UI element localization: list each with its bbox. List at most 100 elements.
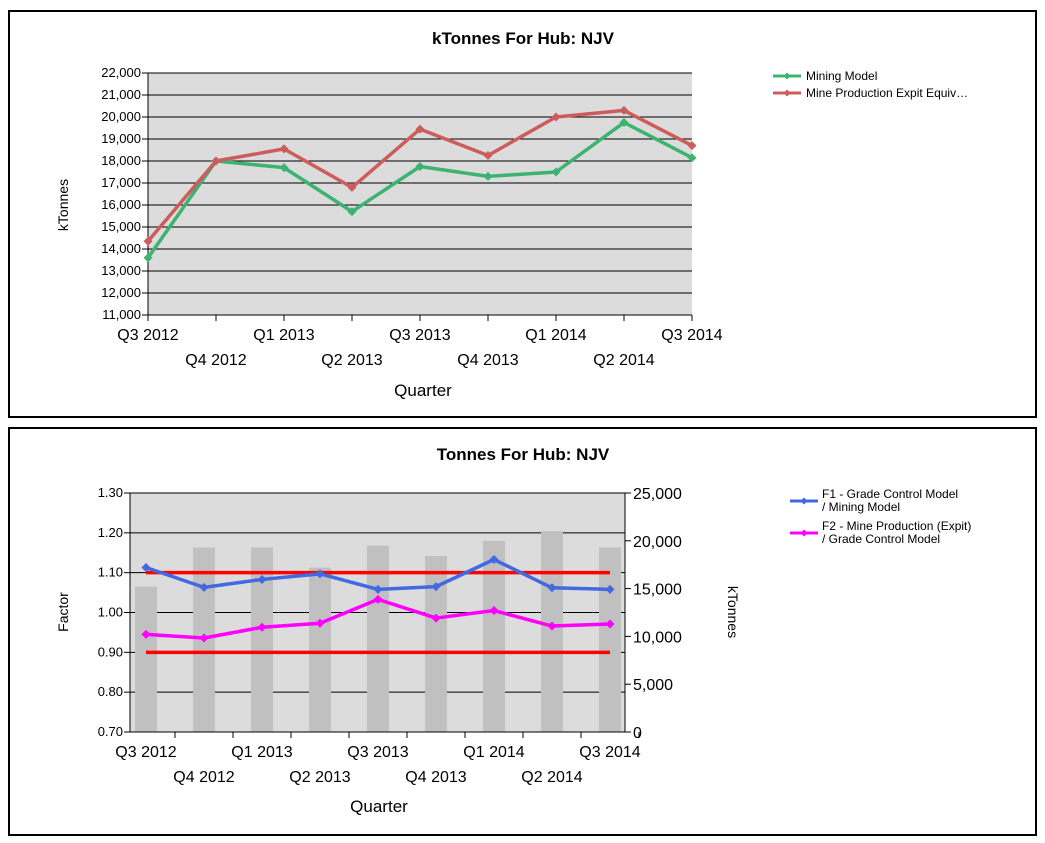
ktonnes-bar	[541, 531, 563, 732]
series-1-point	[315, 569, 325, 579]
series-1-point	[483, 171, 493, 181]
chart-panel-ktonnes: kTonnes For Hub: NJV Quarter kTonnes 11,…	[8, 10, 1037, 418]
legend-swatch-marker	[783, 72, 791, 80]
y2-tick-label: 20,000	[633, 534, 682, 551]
series-1-point	[431, 582, 441, 592]
ktonnes-bar	[367, 545, 389, 732]
series-2-point	[199, 633, 209, 643]
series-1-point	[489, 555, 499, 565]
series-2-point	[279, 144, 289, 154]
y-tick-label: 13,000	[101, 263, 141, 278]
y-tick-label: 20,000	[101, 109, 141, 124]
x-tick-label: Q3 2014	[661, 327, 722, 344]
chart-panel-tonnes-factor: Tonnes For Hub: NJV Quarter Factor kTonn…	[8, 427, 1037, 836]
x-tick-label: Q2 2014	[521, 769, 582, 786]
series-1-point	[143, 253, 153, 263]
series-2-point	[373, 594, 383, 604]
chart-title: kTonnes For Hub: NJV	[432, 29, 615, 48]
series-1-point	[373, 584, 383, 594]
series-1-point	[547, 583, 557, 593]
ktonnes-bar	[483, 540, 505, 732]
y-tick-label: 21,000	[101, 87, 141, 102]
series-2-point	[211, 156, 221, 166]
ktonnes-bar	[309, 567, 331, 732]
x-tick-label: Q4 2012	[185, 352, 246, 369]
y-tick-label: 18,000	[101, 153, 141, 168]
x-tick-label: Q4 2012	[173, 769, 234, 786]
x-tick-label: Q3 2012	[117, 327, 178, 344]
legend-swatch-marker	[800, 497, 808, 505]
y-tick-label: 1.20	[98, 525, 123, 540]
x-tick-label: Q3 2013	[389, 327, 450, 344]
y-tick-label: 1.00	[98, 605, 123, 620]
y-tick-label: 15,000	[101, 219, 141, 234]
y2-tick-label: 25,000	[633, 486, 682, 503]
chart-title: Tonnes For Hub: NJV	[437, 445, 610, 464]
plot-area	[148, 73, 692, 315]
series-1-point	[257, 574, 267, 584]
x-tick-label: Q2 2013	[289, 769, 350, 786]
y-tick-label: 17,000	[101, 175, 141, 190]
y-tick-label: 22,000	[101, 65, 141, 80]
x-tick-label: Q1 2014	[463, 744, 524, 761]
x-tick-label: Q2 2013	[321, 352, 382, 369]
series-2-point	[431, 613, 441, 623]
y-tick-label: 0.80	[98, 684, 123, 699]
series-2-point	[605, 619, 615, 629]
series-2-point	[257, 622, 267, 632]
ktonnes-chart: kTonnes For Hub: NJV Quarter kTonnes 11,…	[55, 29, 968, 400]
series-1-point	[619, 118, 629, 127]
y-axis-label: kTonnes	[55, 179, 71, 231]
legend-swatch-marker	[800, 529, 808, 537]
y-tick-label: 0.70	[98, 724, 123, 739]
x-tick-label: Q1 2014	[525, 327, 586, 344]
y2-tick-label: 5,000	[633, 677, 673, 694]
series-1-point	[415, 162, 425, 171]
y-tick-label: 16,000	[101, 197, 141, 212]
legend-label: Mining Model	[806, 69, 877, 83]
y-tick-label: 1.30	[98, 485, 123, 500]
series-1-point	[687, 153, 697, 163]
series-2-point	[347, 182, 357, 192]
ktonnes-bar	[135, 586, 157, 732]
x-tick-label: Q1 2013	[231, 744, 292, 761]
series-1-point	[605, 584, 615, 594]
series-2-point	[483, 151, 493, 160]
x-axis-label: Quarter	[394, 381, 452, 400]
series-2-point	[489, 606, 499, 616]
series-1-point	[141, 562, 151, 572]
x-tick-label: Q4 2013	[405, 769, 466, 786]
y2-axis-label: kTonnes	[725, 586, 741, 638]
series-1-point	[347, 207, 357, 217]
series-2-point	[547, 621, 557, 631]
x-tick-label: Q2 2014	[593, 352, 654, 369]
x-tick-label: Q3 2014	[579, 744, 640, 761]
ktonnes-bar	[425, 556, 447, 732]
series-2-point	[141, 629, 151, 639]
x-axis-label: Quarter	[350, 797, 408, 816]
x-tick-label: Q1 2013	[253, 327, 314, 344]
y-tick-label: 12,000	[101, 285, 141, 300]
y-axis-label: Factor	[55, 592, 71, 632]
legend-label: Mine Production Expit Equiv…	[806, 86, 968, 100]
series-2-point	[415, 124, 425, 134]
series-1-point	[199, 582, 209, 592]
tonnes-factor-chart: Tonnes For Hub: NJV Quarter Factor kTonn…	[55, 445, 971, 816]
series-1-point	[551, 167, 561, 177]
legend-label: F2 - Mine Production (Expit) / Grade Cont…	[822, 519, 971, 546]
legend-label: F1 - Grade Control Model / Mining Model	[822, 487, 958, 514]
x-tick-label: Q3 2013	[347, 744, 408, 761]
y-tick-label: 11,000	[102, 307, 141, 322]
series-2-point	[143, 236, 153, 246]
y-tick-label: 0.90	[98, 644, 123, 659]
series-1-point	[279, 163, 289, 173]
series-2-point	[315, 618, 325, 628]
ktonnes-bar	[599, 547, 621, 732]
y2-tick-label: 10,000	[633, 629, 682, 646]
y2-tick-label: 15,000	[633, 582, 682, 599]
series-2-point	[619, 105, 629, 115]
ktonnes-bar	[251, 547, 273, 732]
y-tick-label: 14,000	[101, 241, 141, 256]
legend-swatch-marker	[783, 89, 791, 97]
series-2-point	[687, 141, 697, 151]
